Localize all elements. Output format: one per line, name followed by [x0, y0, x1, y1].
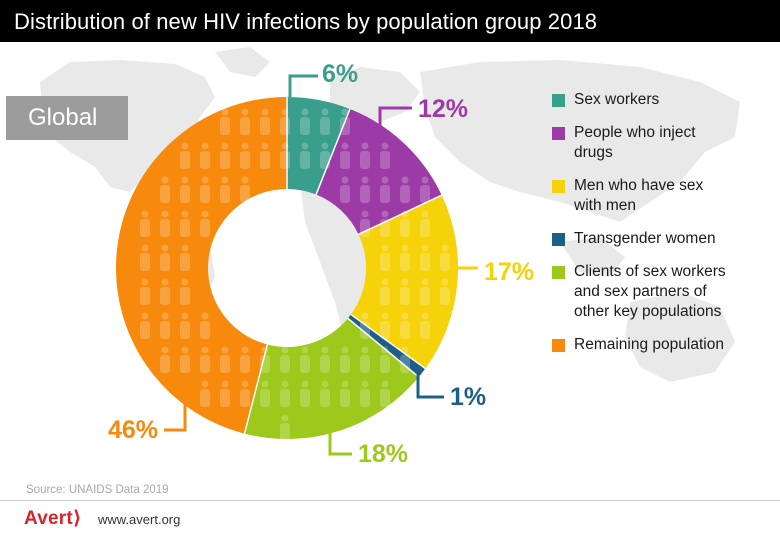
slice-clients-of-sex-workers-and-sex-partners-of-other-key-populations — [244, 318, 419, 439]
slice-separator — [315, 108, 351, 195]
legend-label: People who inject — [574, 124, 696, 141]
donut-chart: 6% 12% 17% 1% 18% 46% — [40, 47, 740, 468]
legend-item-clients-of-sex-workers-and-sex-partners-of-other-key-populations: Clients of sex workers and sex partners o… — [552, 262, 777, 322]
slice-separator — [347, 317, 420, 378]
legend-item-people-who-inject-drugs: People who inject drugs — [552, 123, 777, 163]
legend-item-transgender-women: Transgender women — [552, 229, 777, 249]
leader-line-transgender-women — [416, 372, 444, 399]
footer: Avert⟩ www.avert.org — [0, 500, 780, 535]
legend-label: with men — [574, 197, 637, 214]
legend-label: Clients of sex workers — [574, 263, 726, 280]
value-label-remaining-population: 46% — [108, 416, 158, 444]
legend-label: and sex partners of — [574, 283, 707, 300]
slice-sex-workers — [287, 97, 350, 195]
legend-label: Remaining population — [574, 336, 724, 353]
avert-logo[interactable]: Avert⟩ — [24, 508, 82, 529]
region-label: Global — [28, 104, 98, 131]
value-label-men-who-have-sex-with-men: 17% — [484, 258, 534, 286]
value-label-clients-of-sex-workers-and-sex-partners-of-other-key-populations: 18% — [358, 440, 408, 468]
legend-item-men-who-have-sex-with-men: Men who have sex with men — [552, 176, 777, 216]
legend-swatch — [552, 180, 565, 193]
leader-line-clients-of-sex-workers-and-sex-partners-of-other-key-populations — [328, 427, 352, 456]
leader-line-sex-workers — [288, 74, 318, 97]
leader-line-remaining-population — [164, 397, 187, 432]
slice-separator — [243, 344, 269, 434]
chart-area: 6% 12% 17% 1% 18% 46% Global Sex workers Peopl… — [0, 42, 780, 500]
slice-transgender-women — [347, 314, 426, 377]
slice-people-who-inject-drugs — [316, 109, 442, 235]
website-link[interactable]: www.avert.org — [98, 512, 181, 527]
title-bar: Distribution of new HIV infections by po… — [0, 0, 780, 42]
donut-layer: 6% 12% 17% 1% 18% 46% — [108, 60, 534, 468]
legend-swatch — [552, 127, 565, 140]
source-note: Source: UNAIDS Data 2019 — [26, 484, 169, 496]
region-badge: Global — [6, 96, 128, 140]
legend-item-remaining-population: Remaining population — [552, 335, 777, 355]
legend-item-sex-workers: Sex workers — [552, 90, 777, 110]
legend-label: drugs — [574, 144, 613, 161]
people-pattern — [140, 108, 450, 441]
legend-swatch — [552, 94, 565, 107]
legend-swatch — [552, 339, 565, 352]
legend-swatch — [552, 233, 565, 246]
slice-separator — [358, 194, 443, 236]
chart-title: Distribution of new HIV infections by po… — [14, 9, 598, 34]
leader-line-people-who-inject-drugs — [378, 106, 412, 127]
legend-swatch — [552, 266, 565, 279]
value-label-sex-workers: 6% — [322, 60, 358, 88]
legend-label: Men who have sex — [574, 177, 704, 194]
slice-remaining-population — [116, 97, 288, 434]
legend: Sex workers People who inject drugs Men who… — [552, 90, 777, 368]
value-label-people-who-inject-drugs: 12% — [418, 95, 468, 123]
slice-separator — [350, 313, 426, 370]
value-label-transgender-women: 1% — [450, 383, 486, 411]
slice-men-who-have-sex-with-men — [350, 195, 458, 369]
legend-label: Transgender women — [574, 230, 716, 247]
legend-label: Sex workers — [574, 91, 660, 108]
legend-label: other key populations — [574, 303, 722, 320]
